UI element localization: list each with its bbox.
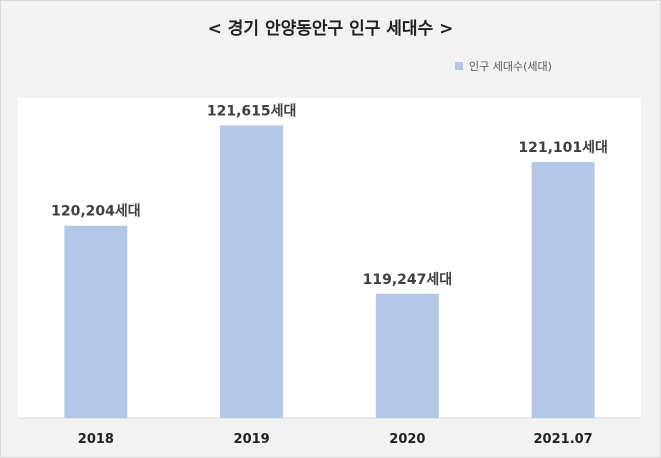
legend: 인구 세대수(세대) (455, 58, 552, 74)
bar-2021.07 (531, 161, 595, 418)
x-tick-label-2021.07: 2021.07 (534, 432, 593, 447)
x-tick-label-2018: 2018 (78, 432, 114, 447)
x-tick-label-2020: 2020 (389, 432, 425, 447)
bar-2018 (64, 225, 128, 418)
bar-2019 (220, 125, 284, 418)
data-label-2019: 121,615세대 (207, 103, 297, 119)
data-label-2020: 119,247세대 (363, 272, 453, 288)
chart-title: < 경기 안양동안구 인구 세대수 > (207, 19, 454, 39)
legend-label: 인구 세대수(세대) (469, 60, 552, 73)
data-label-2021.07: 121,101세대 (518, 140, 608, 156)
data-label-2018: 120,204세대 (51, 204, 141, 220)
x-tick-label-2019: 2019 (234, 432, 270, 447)
bar-2020 (375, 293, 439, 418)
legend-swatch (455, 62, 463, 70)
